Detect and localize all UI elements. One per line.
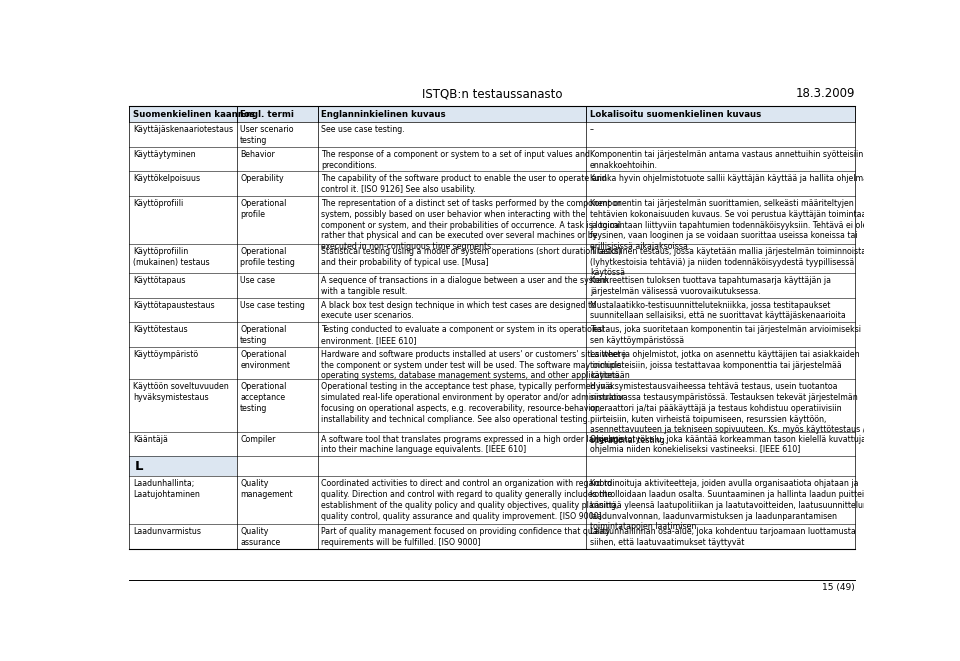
Text: User scenario
testing: User scenario testing <box>240 125 294 145</box>
Text: Käyttäjäskenaariotestaus: Käyttäjäskenaariotestaus <box>132 125 233 134</box>
Text: Operational
profile: Operational profile <box>240 199 286 219</box>
Text: Use case: Use case <box>240 276 276 285</box>
Text: Ohjelmistotyökalu, joka kääntää korkeamman tason kielellä kuvattuja
ohjelmia nii: Ohjelmistotyökalu, joka kääntää korkeamm… <box>589 435 866 454</box>
Text: Operational
environment: Operational environment <box>240 350 290 369</box>
Text: Statistical testing using a model of system operations (short duration tasks)
an: Statistical testing using a model of sys… <box>322 247 622 266</box>
Text: Testaus, joka suoritetaan komponentin tai järjestelmän arvioimiseksi
sen käyttöy: Testaus, joka suoritetaan komponentin ta… <box>589 325 861 345</box>
Text: Laitteet ja ohjelmistot, jotka on asennettu käyttäjien tai asiakkaiden
toimipist: Laitteet ja ohjelmistot, jotka on asenne… <box>589 350 859 381</box>
Text: Quality
management: Quality management <box>240 479 293 499</box>
Text: Laadunvarmistus: Laadunvarmistus <box>132 527 201 536</box>
Text: Compiler: Compiler <box>240 435 276 444</box>
Text: Konkreettisen tuloksen tuottava tapahtumasarja käyttäjän ja
järjestelmän välises: Konkreettisen tuloksen tuottava tapahtum… <box>589 276 830 296</box>
Text: Kuinka hyvin ohjelmistotuote sallii käyttäjän käyttää ja hallita ohjelmaa: Kuinka hyvin ohjelmistotuote sallii käyt… <box>589 175 873 183</box>
Text: Quality
assurance: Quality assurance <box>240 527 280 547</box>
Text: Komponentin tai järjestelmän suorittamien, selkeästi määriteltyjen
tehtävien kok: Komponentin tai järjestelmän suorittamie… <box>589 199 867 251</box>
Text: ISTQB:n testaussanasto: ISTQB:n testaussanasto <box>421 87 563 100</box>
Text: Käyttötapaus: Käyttötapaus <box>132 276 185 285</box>
Text: The capability of the software product to enable the user to operate and
control: The capability of the software product t… <box>322 175 607 194</box>
Text: Engl. termi: Engl. termi <box>240 110 294 119</box>
Text: Coordinated activities to direct and control an organization with regard to
qual: Coordinated activities to direct and con… <box>322 479 619 521</box>
Text: Operational
acceptance
testing: Operational acceptance testing <box>240 382 286 413</box>
Text: Käyttöympäristö: Käyttöympäristö <box>132 350 198 359</box>
Text: Use case testing: Use case testing <box>240 301 305 310</box>
Text: See use case testing.: See use case testing. <box>322 125 405 134</box>
Text: Käyttöön soveltuvuuden
hyväksymistestaus: Käyttöön soveltuvuuden hyväksymistestaus <box>132 382 228 402</box>
Text: Laadunhallinta;
Laatujohtaminen: Laadunhallinta; Laatujohtaminen <box>132 479 200 499</box>
Text: Käyttöprofiili: Käyttöprofiili <box>132 199 183 208</box>
Text: Käyttötapaustestaus: Käyttötapaustestaus <box>132 301 214 310</box>
Text: Mustalaatikko-testisuunnittelutekniikka, jossa testitapaukset
suunnitellaan sell: Mustalaatikko-testisuunnittelutekniikka,… <box>589 301 846 321</box>
Text: –: – <box>589 125 594 134</box>
Text: Part of quality management focused on providing confidence that quality
requirem: Part of quality management focused on pr… <box>322 527 611 547</box>
Text: A black box test design technique in which test cases are designed to
execute us: A black box test design technique in whi… <box>322 301 596 321</box>
Text: A sequence of transactions in a dialogue between a user and the system
with a ta: A sequence of transactions in a dialogue… <box>322 276 609 296</box>
Text: Käyttöprofiilin
(mukainen) testaus: Käyttöprofiilin (mukainen) testaus <box>132 247 209 266</box>
Text: Operability: Operability <box>240 175 284 183</box>
Text: Hardware and software products installed at users' or customers' sites where
the: Hardware and software products installed… <box>322 350 626 381</box>
Text: Englanninkielinen kuvaus: Englanninkielinen kuvaus <box>322 110 446 119</box>
Text: Käyttökelpoisuus: Käyttökelpoisuus <box>132 175 200 183</box>
Bar <box>130 106 854 122</box>
Text: 15 (49): 15 (49) <box>822 583 854 592</box>
Text: Kääntäjä: Kääntäjä <box>132 435 168 444</box>
Text: Hyväksymistestausvaiheessa tehtävä testaus, usein tuotantoa
simuloivassa testaus: Hyväksymistestausvaiheessa tehtävä testa… <box>589 382 865 445</box>
Text: The response of a component or system to a set of input values and
preconditions: The response of a component or system to… <box>322 150 590 169</box>
Bar <box>130 456 237 477</box>
Text: The representation of a distinct set of tasks performed by the component or
syst: The representation of a distinct set of … <box>322 199 622 251</box>
Text: Suomenkielinen kaannos: Suomenkielinen kaannos <box>132 110 254 119</box>
Text: 18.3.2009: 18.3.2009 <box>795 87 854 100</box>
Text: Behavior: Behavior <box>240 150 275 159</box>
Text: Käyttötestaus: Käyttötestaus <box>132 325 187 334</box>
Text: Operational testing in the acceptance test phase, typically performed in a
simul: Operational testing in the acceptance te… <box>322 382 625 424</box>
Text: Koordinoituja aktiviteetteja, joiden avulla organisaatiota ohjataan ja
kontrollo: Koordinoituja aktiviteetteja, joiden avu… <box>589 479 871 531</box>
Text: Laadunhallinnan osa-alue, joka kohdentuu tarjoamaan luottamusta
siihen, että laa: Laadunhallinnan osa-alue, joka kohdentuu… <box>589 527 855 547</box>
Text: Tilastollinen testaus, jossa käytetään mallia järjestelmän toiminnoista
(lyhytke: Tilastollinen testaus, jossa käytetään m… <box>589 247 866 278</box>
Text: Lokalisoitu suomenkielinen kuvaus: Lokalisoitu suomenkielinen kuvaus <box>589 110 761 119</box>
Text: L: L <box>134 460 143 473</box>
Text: Komponentin tai järjestelmän antama vastaus annettuihin syötteisiin ja
ennakkoeh: Komponentin tai järjestelmän antama vast… <box>589 150 873 169</box>
Text: A software tool that translates programs expressed in a high order language
into: A software tool that translates programs… <box>322 435 624 454</box>
Text: Testing conducted to evaluate a component or system in its operational
environme: Testing conducted to evaluate a componen… <box>322 325 605 345</box>
Text: Operational
testing: Operational testing <box>240 325 286 345</box>
Text: Käyttäytyminen: Käyttäytyminen <box>132 150 196 159</box>
Text: Operational
profile testing: Operational profile testing <box>240 247 295 266</box>
